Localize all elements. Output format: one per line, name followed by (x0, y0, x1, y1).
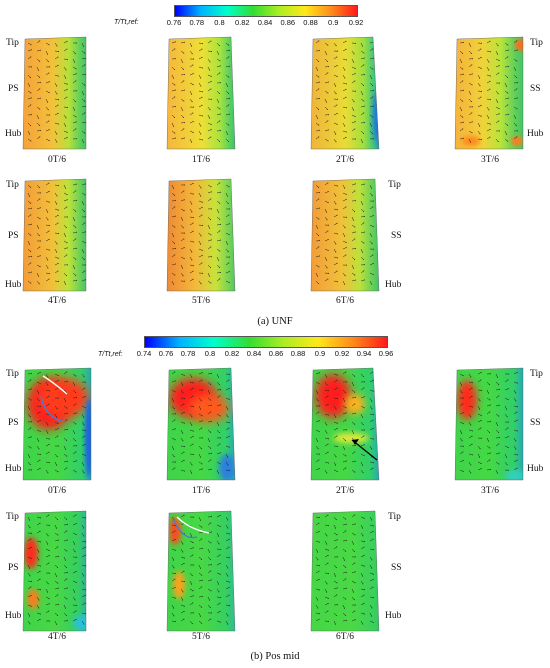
colorbar-tick-label: 0.86 (280, 18, 296, 27)
contour-panel-b-2 (310, 367, 381, 481)
contour-panel-a-0 (22, 36, 88, 150)
colorbar-tick-label: 0.92 (334, 349, 350, 358)
tip-label: Tip (6, 512, 19, 522)
colorbar-tick-label: 0.9 (328, 18, 339, 27)
colorbar-tick-label: 0.88 (303, 18, 318, 27)
ps-label: PS (8, 563, 19, 573)
colorbar-tick-label: 0.74 (136, 349, 152, 358)
contour-panel-b-1 (166, 367, 237, 481)
colorbar-tick-label: 0.76 (158, 349, 174, 358)
colorbar-tick-label: 0.78 (189, 18, 205, 27)
ps-label: PS (8, 84, 19, 94)
colorbar-tick-label: 0.78 (180, 349, 196, 358)
ss-label: SS (391, 231, 402, 241)
colorbar-tick-label: 0.9 (314, 349, 326, 358)
time-label: 6T/6 (336, 296, 354, 306)
colorbar-tick-label: 0.88 (290, 349, 306, 358)
time-label: 0T/6 (48, 486, 66, 496)
time-label: 2T/6 (336, 155, 354, 165)
tip-label: Tip (388, 180, 401, 190)
colorbar-b-title: T/Tt,ref: (98, 351, 123, 358)
time-label: 4T/6 (48, 632, 66, 642)
contour-panel-a-6 (310, 178, 381, 292)
contour-panel-b-5 (166, 510, 237, 632)
contour-panel-a-4 (22, 178, 88, 292)
colorbar-tick-label: 0.82 (224, 349, 240, 358)
contour-panel-b-6 (310, 510, 381, 632)
contour-panel-a-2 (310, 36, 381, 150)
colorbar-tick-label: 0.8 (204, 349, 216, 358)
tip-label: Tip (530, 369, 543, 379)
ps-label: PS (8, 231, 19, 241)
tip-label: Tip (6, 369, 19, 379)
colorbar-tick-label: 0.94 (356, 349, 372, 358)
hub-label: Hub (385, 611, 402, 621)
hub-label: Hub (527, 464, 544, 474)
colorbar-a-title: T/Tt,ref: (114, 19, 139, 26)
tip-label: Tip (6, 180, 19, 190)
colorbar-tick-label: 0.76 (166, 18, 182, 27)
time-label: 5T/6 (192, 296, 210, 306)
time-label: 3T/6 (481, 155, 499, 165)
ss-label: SS (530, 84, 541, 94)
colorbar-tick-label: 0.82 (234, 18, 250, 27)
ss-label: SS (391, 563, 402, 573)
caption-b: (b) Pos mid (250, 651, 300, 662)
contour-panel-b-0 (22, 367, 93, 481)
tip-label: Tip (530, 38, 543, 48)
hub-label: Hub (5, 280, 22, 290)
time-label: 5T/6 (192, 632, 210, 642)
tip-label: Tip (388, 512, 401, 522)
contour-panel-b-3 (454, 367, 525, 481)
contour-panel-a-3 (454, 36, 525, 150)
ss-label: SS (530, 418, 541, 428)
time-label: 4T/6 (48, 296, 66, 306)
contour-panel-b-4 (22, 510, 88, 632)
time-label: 6T/6 (336, 632, 354, 642)
hub-label: Hub (5, 464, 22, 474)
contour-panel-a-1 (166, 36, 237, 150)
colorbar-b (144, 336, 388, 348)
time-label: 1T/6 (192, 155, 210, 165)
colorbar-tick-label: 0.8 (214, 18, 225, 27)
contour-panel-a-5 (166, 178, 237, 292)
colorbar-tick-label: 0.86 (268, 349, 284, 358)
hub-label: Hub (5, 129, 22, 139)
colorbar-tick-label: 0.84 (246, 349, 262, 358)
hub-label: Hub (385, 280, 402, 290)
colorbar-tick-label: 0.96 (378, 349, 394, 358)
ps-label: PS (8, 418, 19, 428)
time-label: 1T/6 (192, 486, 210, 496)
colorbar-a (174, 5, 358, 17)
hub-label: Hub (5, 611, 22, 621)
colorbar-tick-label: 0.92 (348, 18, 364, 27)
time-label: 0T/6 (48, 155, 66, 165)
time-label: 3T/6 (481, 486, 499, 496)
caption-a: (a) UNF (257, 316, 293, 327)
colorbar-tick-label: 0.84 (257, 18, 273, 27)
hub-label: Hub (527, 129, 544, 139)
tip-label: Tip (6, 38, 19, 48)
time-label: 2T/6 (336, 486, 354, 496)
